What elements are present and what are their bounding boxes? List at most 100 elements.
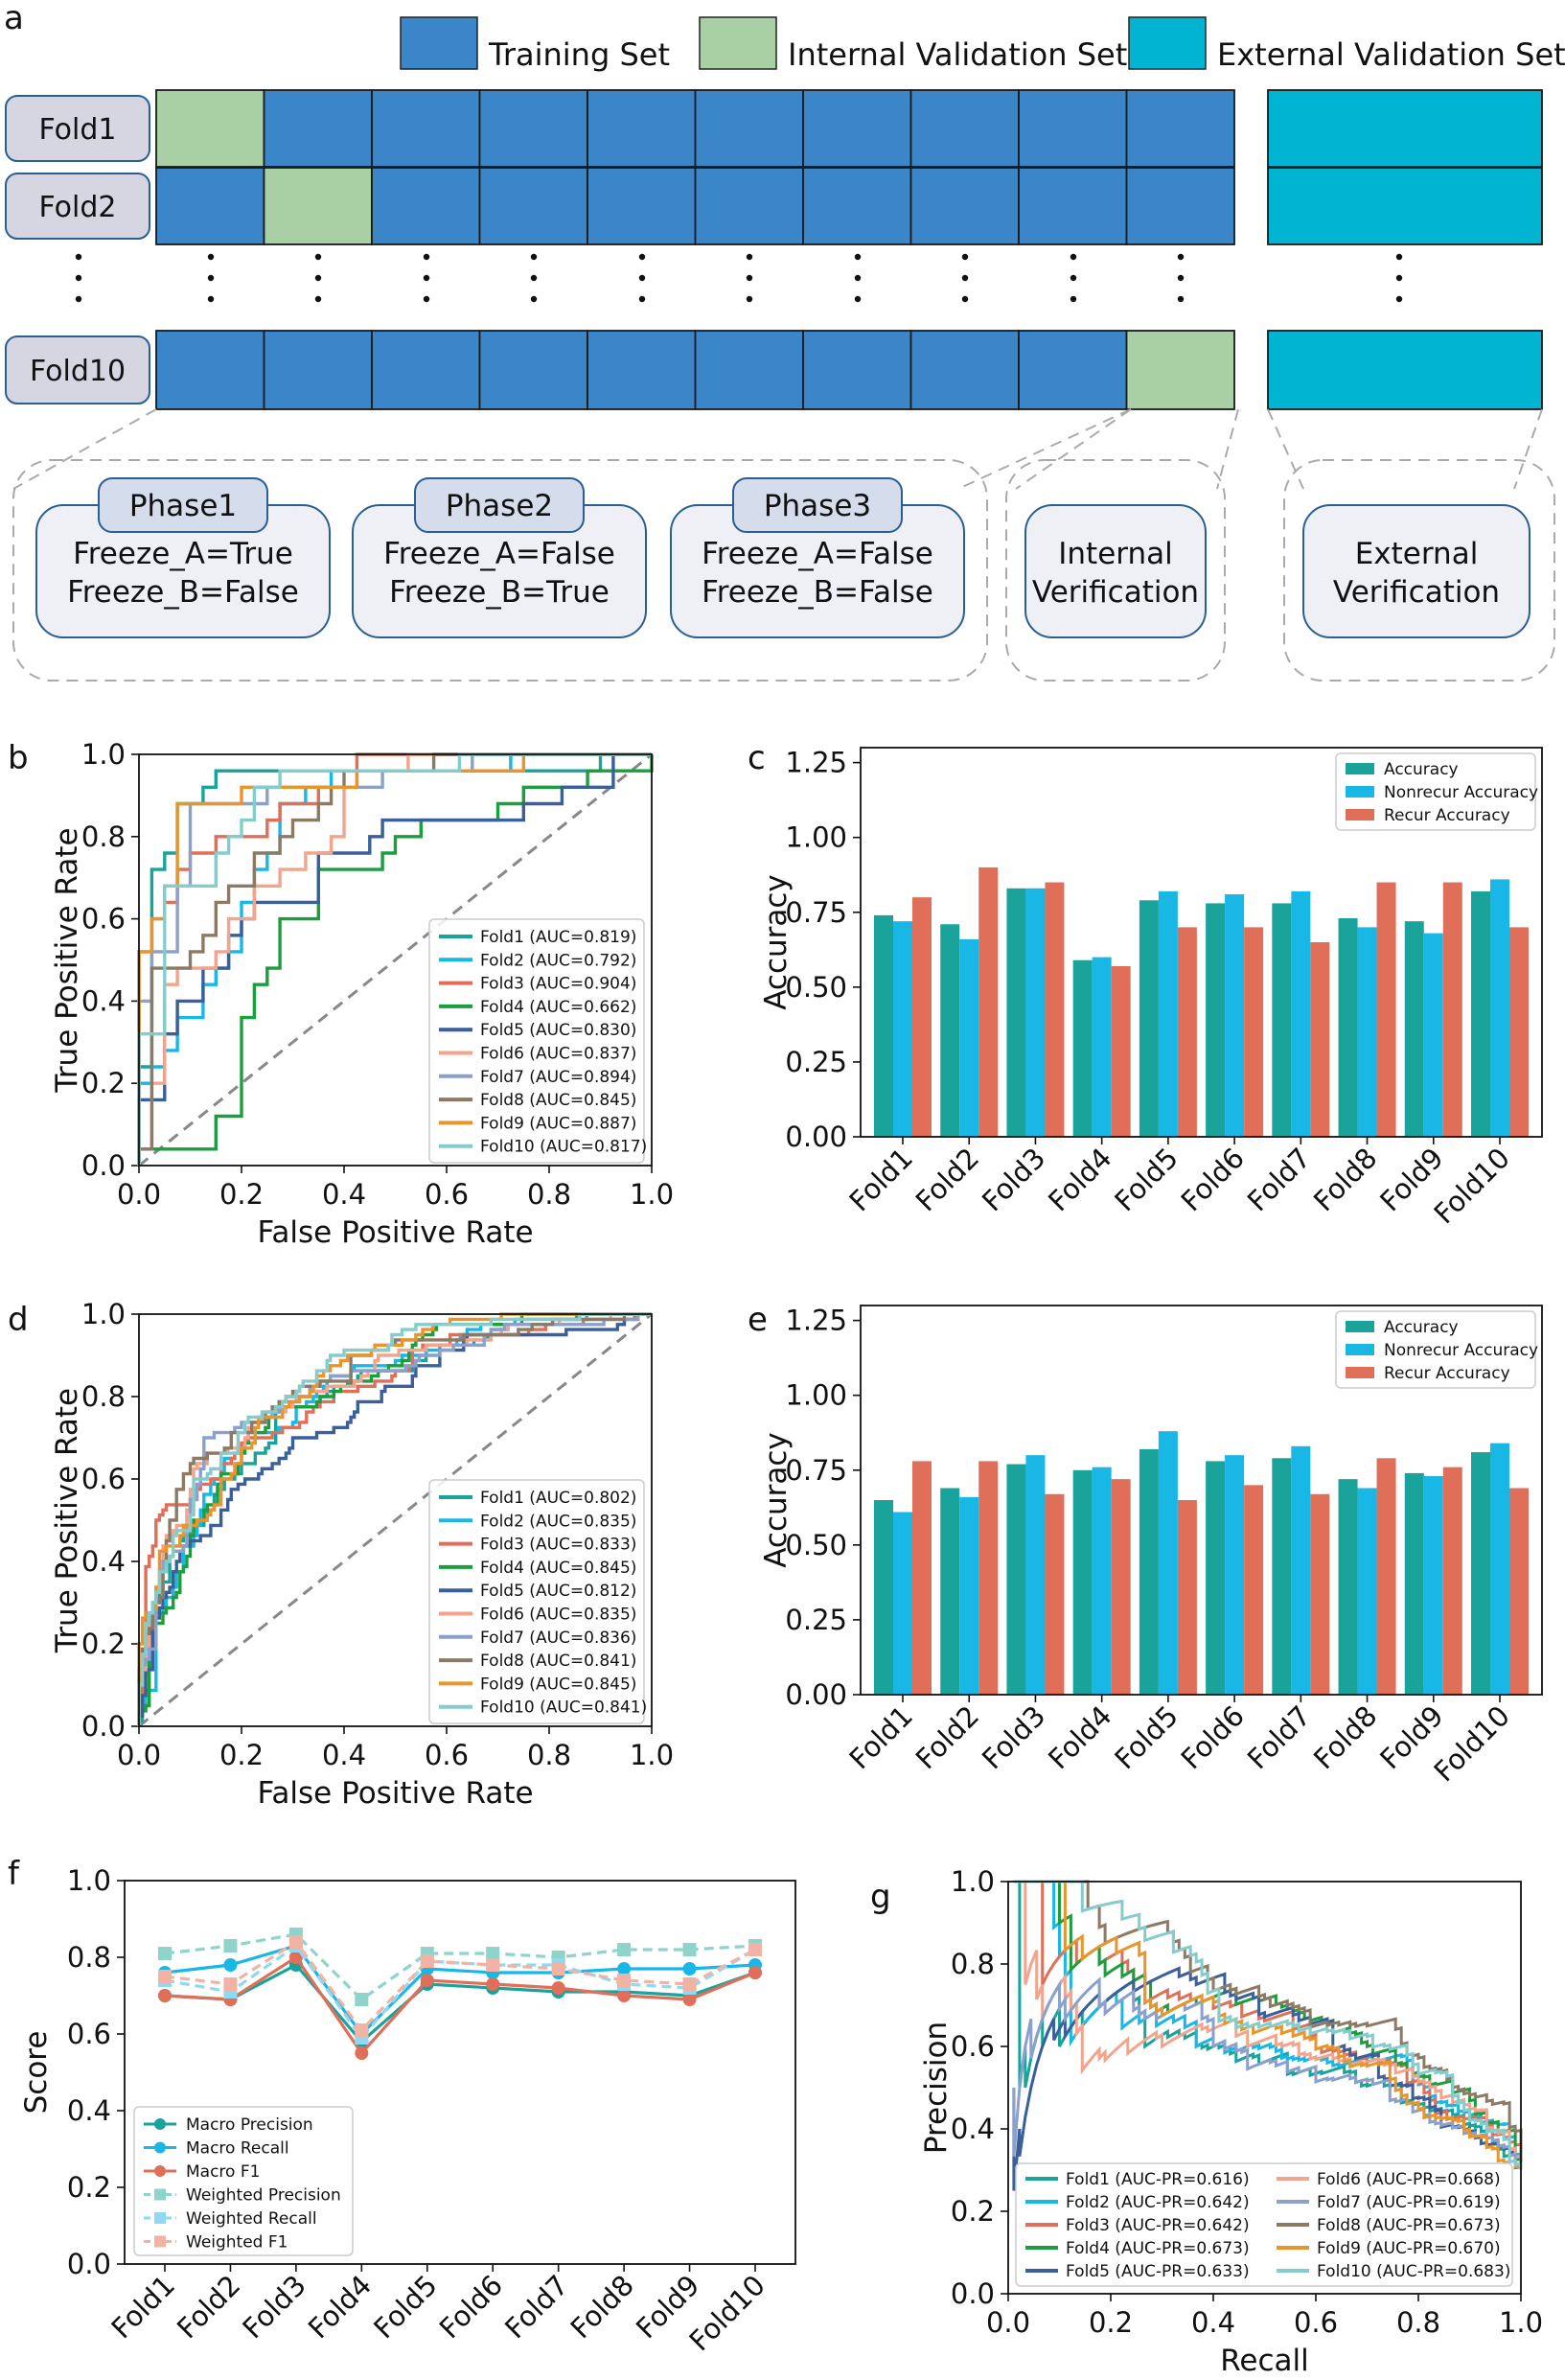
f-marker-5-5 — [486, 1958, 500, 1972]
e-bar-Fold1-0 — [874, 1500, 893, 1695]
g-pr-fold9 — [1013, 1880, 1523, 2170]
b-xtick-label-1: 0.2 — [219, 1178, 264, 1211]
e-ytick-label-5: 1.25 — [785, 1305, 847, 1337]
c-bar-Fold9-1 — [1423, 933, 1443, 1137]
e-bar-Fold6-1 — [1225, 1455, 1245, 1695]
g-xtick-label-3: 0.6 — [1294, 2306, 1338, 2339]
phase-line2-0: Freeze_B=False — [67, 575, 299, 610]
callout-line-2 — [1015, 408, 1132, 490]
f-ytick-label-1: 0.2 — [67, 2171, 111, 2204]
ellipsis-dot-9-1 — [1070, 274, 1077, 282]
b-ytick-label-5: 1.0 — [81, 738, 126, 771]
c-bar-Fold7-0 — [1272, 903, 1292, 1137]
c-xtick-label-2: Fold3 — [976, 1142, 1051, 1217]
e-ytick-label-1: 0.25 — [785, 1604, 847, 1636]
f-legend-marker-5 — [154, 2235, 166, 2248]
f-marker-2-8 — [682, 1993, 697, 2006]
e-bar-Fold5-1 — [1158, 1431, 1178, 1695]
b-legend-label-2: Fold3 (AUC=0.904) — [480, 975, 636, 994]
e-bar-Fold5-0 — [1139, 1448, 1159, 1695]
c-xtick-label-4: Fold5 — [1108, 1142, 1184, 1217]
f-legend-label-0: Macro Precision — [186, 2115, 313, 2135]
c-bar-Fold6-2 — [1244, 927, 1264, 1137]
panel-letter-b: b — [8, 739, 29, 777]
panel-letter-c: c — [748, 739, 766, 777]
cell-1-9 — [1125, 167, 1235, 245]
e-bar-Fold10-2 — [1509, 1488, 1529, 1695]
cell-1-4 — [587, 167, 697, 245]
ellipsis-dot-2-1 — [314, 274, 322, 282]
legend-label-0: Training Set — [488, 36, 670, 73]
g-ytick-label-0: 0.0 — [951, 2277, 995, 2310]
g-xtick-label-1: 0.2 — [1089, 2306, 1133, 2339]
f-marker-2-6 — [551, 1981, 565, 1995]
f-legend-marker-1 — [154, 2141, 166, 2154]
ellipsis-dot-6-2 — [746, 295, 753, 303]
cell-2-2 — [371, 330, 481, 410]
panel-letter-f: f — [8, 1855, 20, 1893]
phase-line2-1: Freeze_B=True — [389, 575, 610, 610]
b-xtick-label-3: 0.6 — [425, 1178, 469, 1211]
phase-title-1: Phase2 — [446, 489, 553, 523]
external-verification-line2: Verification — [1333, 575, 1500, 610]
c-xtick-label-9: Fold10 — [1427, 1142, 1515, 1230]
g-xtick-label-5: 1.0 — [1499, 2306, 1543, 2339]
b-ytick-label-3: 0.6 — [81, 903, 126, 936]
f-line-3 — [164, 1932, 756, 2002]
d-ytick-label-2: 0.4 — [81, 1545, 126, 1578]
phase-line1-0: Freeze_A=True — [73, 537, 293, 571]
external-cell-0 — [1267, 89, 1543, 168]
g-pr-fold5 — [1012, 1966, 1523, 2191]
panel-letter-d: d — [8, 1301, 29, 1339]
e-bar-Fold4-1 — [1092, 1467, 1112, 1695]
ellipsis-dot-0-2 — [75, 295, 82, 303]
cell-2-0 — [155, 330, 265, 410]
d-ytick-label-1: 0.2 — [81, 1628, 126, 1660]
external-verification-box — [1302, 504, 1530, 638]
d-legend-label-4: Fold5 (AUC=0.812) — [480, 1582, 636, 1601]
f-marker-1-8 — [682, 1962, 697, 1976]
external-cell-2 — [1267, 330, 1543, 410]
c-xtick-label-7: Fold8 — [1307, 1142, 1383, 1217]
f-marker-2-9 — [748, 1966, 762, 1979]
b-legend-label-7: Fold8 (AUC=0.845) — [480, 1091, 636, 1110]
d-legend-label-1: Fold2 (AUC=0.835) — [480, 1512, 636, 1531]
f-legend-label-5: Weighted F1 — [186, 2233, 288, 2253]
e-bar-Fold6-0 — [1206, 1461, 1226, 1695]
d-legend-label-7: Fold8 (AUC=0.841) — [480, 1652, 636, 1671]
cell-2-3 — [478, 330, 588, 410]
e-bar-Fold10-1 — [1490, 1443, 1509, 1695]
callout-line-0 — [12, 408, 157, 490]
ellipsis-dot-1-0 — [207, 253, 215, 261]
e-xtick-label-0: Fold1 — [843, 1699, 919, 1775]
e-bar-Fold4-0 — [1072, 1469, 1093, 1695]
c-bar-Fold5-1 — [1158, 890, 1178, 1137]
cell-2-9 — [1125, 330, 1235, 410]
g-legend-label-8: Fold9 (AUC-PR=0.670) — [1317, 2239, 1501, 2258]
phase-line1-1: Freeze_A=False — [383, 537, 615, 571]
f-line-0 — [164, 1962, 756, 2045]
e-legend-swatch-1 — [1346, 1344, 1374, 1355]
f-marker-3-1 — [223, 1939, 238, 1953]
f-line-1 — [164, 1944, 756, 2037]
c-xtick-label-1: Fold2 — [909, 1142, 985, 1217]
f-marker-2-4 — [420, 1974, 434, 1987]
g-ylabel: Precision — [919, 2022, 954, 2154]
e-bar-Fold2-2 — [978, 1461, 999, 1695]
f-marker-5-0 — [158, 1970, 172, 1983]
c-bar-Fold8-2 — [1376, 882, 1396, 1137]
ellipsis-dot-5-1 — [638, 274, 646, 282]
c-bar-Fold2-2 — [978, 867, 999, 1137]
c-ytick-label-1: 0.25 — [785, 1046, 847, 1078]
e-bar-Fold9-1 — [1423, 1476, 1443, 1695]
f-marker-3-0 — [158, 1947, 172, 1960]
c-bar-Fold3-1 — [1025, 888, 1046, 1137]
f-marker-5-8 — [682, 1977, 697, 1991]
b-roc-fold5 — [137, 752, 652, 1166]
b-legend-label-4: Fold5 (AUC=0.830) — [480, 1021, 636, 1040]
c-bar-Fold6-1 — [1225, 894, 1245, 1137]
e-xtick-label-3: Fold4 — [1042, 1699, 1117, 1775]
cell-0-7 — [909, 89, 1020, 168]
e-bar-Fold1-1 — [893, 1512, 912, 1695]
